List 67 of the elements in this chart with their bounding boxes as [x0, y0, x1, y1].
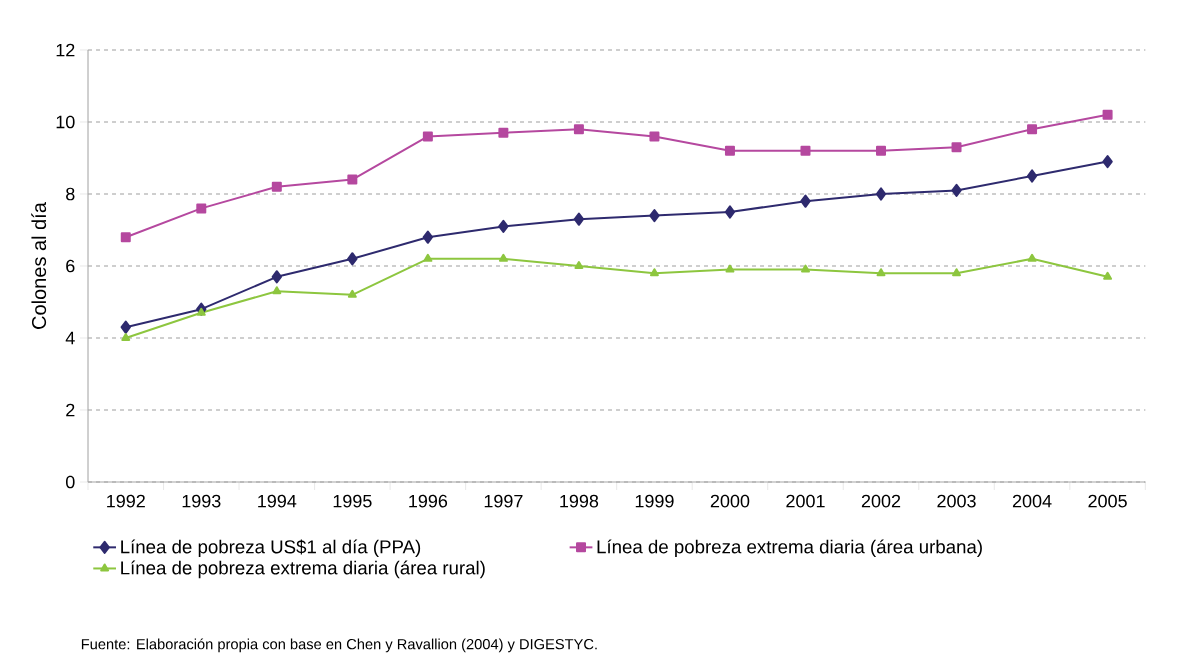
- x-tick-label: 2005: [1088, 494, 1127, 508]
- point: [875, 187, 887, 201]
- y-tick-label: 4: [65, 331, 75, 345]
- point: [801, 264, 810, 273]
- x-tick-label: 1993: [182, 494, 221, 508]
- x-tick-label: 1992: [107, 494, 145, 508]
- point: [422, 131, 433, 142]
- point: [574, 261, 584, 269]
- point: [1103, 271, 1113, 280]
- x-tick-label: 2002: [861, 494, 901, 508]
- x-tick-label: 2004: [1012, 494, 1052, 508]
- source-note: Fuente: Elaboración propia con base en Chen y Ravallion (2004) y DIGESTYC.: [81, 638, 597, 653]
- point: [498, 127, 509, 138]
- point: [800, 194, 811, 208]
- point: [347, 252, 358, 266]
- x-tick-label: 1999: [635, 494, 674, 508]
- x-tick-label: 1994: [258, 494, 297, 508]
- point: [120, 320, 131, 334]
- y-tick-label: 10: [56, 115, 75, 129]
- y-axis-title: Colones al día: [31, 202, 47, 329]
- x-tick-label: 2000: [710, 494, 750, 508]
- point: [271, 270, 283, 284]
- point: [649, 209, 660, 223]
- y-tick-label: 12: [56, 43, 75, 57]
- point: [272, 286, 282, 295]
- point: [1027, 253, 1037, 262]
- point: [347, 289, 357, 298]
- point: [573, 212, 585, 226]
- point: [271, 181, 282, 192]
- y-tick-label: 6: [66, 259, 75, 273]
- point: [196, 307, 206, 316]
- x-tick-label: 1996: [409, 494, 448, 508]
- point: [952, 268, 961, 277]
- point: [1102, 109, 1113, 120]
- point: [725, 264, 735, 273]
- y-tick-label: 8: [66, 187, 75, 201]
- point: [121, 333, 131, 341]
- point: [196, 203, 207, 214]
- legend-label: Línea de pobreza US$1 al día (PPA): [121, 539, 421, 558]
- point: [724, 145, 735, 156]
- point: [498, 253, 508, 262]
- legend-label: Línea de pobreza extrema diaria (área rural): [121, 560, 485, 579]
- legend-label: Línea de pobreza extrema diaria (área urbana): [597, 539, 982, 558]
- point: [951, 183, 962, 197]
- point: [347, 174, 358, 185]
- point: [649, 268, 659, 277]
- point: [1027, 124, 1038, 135]
- x-tick-label: 2001: [786, 494, 825, 508]
- point: [1026, 169, 1038, 183]
- point: [724, 205, 736, 219]
- point: [423, 253, 433, 262]
- point: [876, 145, 887, 156]
- point: [422, 230, 434, 244]
- x-tick-label: 1995: [333, 494, 372, 508]
- point: [800, 145, 811, 156]
- y-tick-label: 2: [66, 403, 75, 417]
- x-tick-label: 1998: [560, 494, 599, 508]
- x-tick-label: 1997: [484, 494, 523, 508]
- point: [649, 131, 660, 142]
- y-tick-label: 0: [65, 475, 75, 489]
- point: [498, 219, 509, 233]
- point: [120, 232, 131, 243]
- point: [1102, 155, 1113, 169]
- point: [876, 268, 886, 277]
- x-tick-label: 2003: [937, 494, 976, 508]
- point: [573, 124, 584, 135]
- point: [951, 142, 962, 153]
